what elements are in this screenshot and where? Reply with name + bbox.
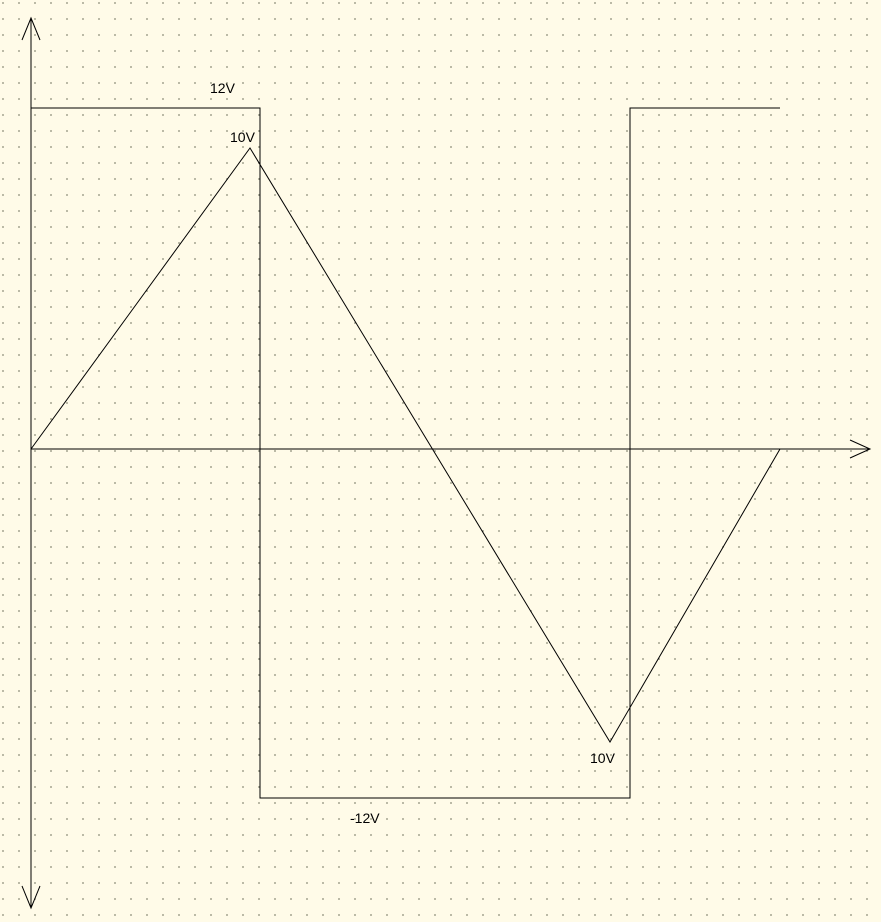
triangle-peak-label: 10V xyxy=(230,129,256,145)
triangle-wave xyxy=(30,147,781,743)
square-low-label: -12V xyxy=(350,810,380,826)
horizontal-axis-arrow-icon xyxy=(849,439,872,459)
vertical-axis-bottom-arrow-icon xyxy=(21,885,41,910)
horizontal-axis xyxy=(31,439,872,459)
square-high-label: 12V xyxy=(210,80,236,96)
triangle-trough-label: 10V xyxy=(590,750,616,766)
square-wave xyxy=(30,107,780,799)
vertical-axis-top-arrow-icon xyxy=(21,16,41,41)
